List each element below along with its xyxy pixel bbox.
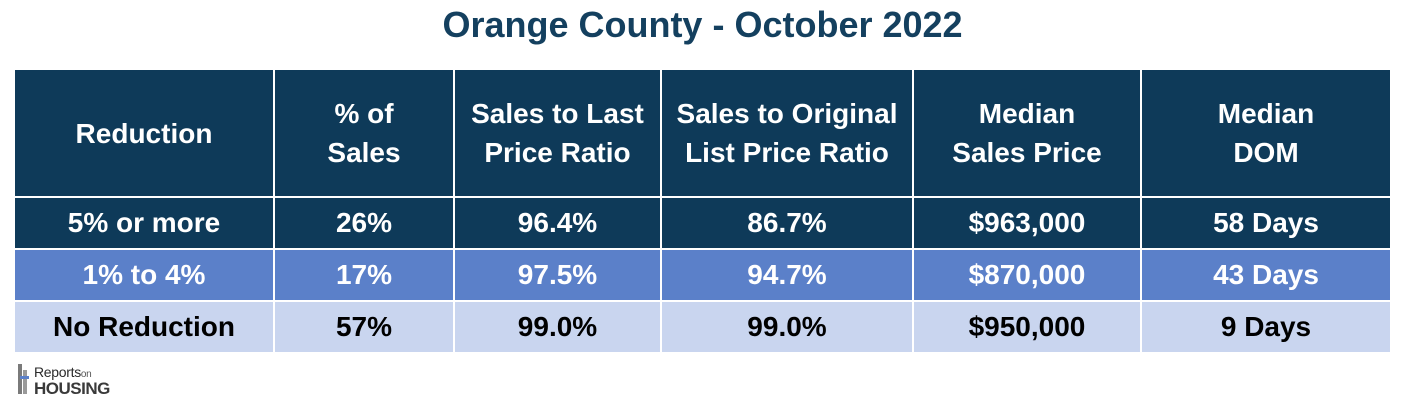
table-cell: 1% to 4% (13, 248, 275, 302)
logo-text-housing: HOUSING (34, 379, 110, 398)
column-header-median-sales-price: Median Sales Price (912, 68, 1142, 198)
column-header-sales-to-last-price-ratio: Sales to Last Price Ratio (453, 68, 662, 198)
table-cell: 97.5% (453, 248, 662, 302)
column-header-percent-of-sales: % of Sales (273, 68, 455, 198)
table-cell: 17% (273, 248, 455, 302)
logo-text-reports: Reportson (34, 364, 92, 380)
table-cell: 26% (273, 196, 455, 250)
table-cell: 57% (273, 300, 455, 354)
table-cell: 43 Days (1140, 248, 1392, 302)
logo-mark-icon (18, 364, 29, 394)
table-cell: 9 Days (1140, 300, 1392, 354)
data-table: Reduction % of Sales Sales to Last Price R… (13, 68, 1392, 354)
column-header-sales-to-original-list-price-ratio: Sales to Original List Price Ratio (660, 68, 914, 198)
header-row: Reduction % of Sales Sales to Last Price R… (13, 68, 1392, 198)
table-cell: 99.0% (453, 300, 662, 354)
table-cell: $963,000 (912, 196, 1142, 250)
table-cell: 96.4% (453, 196, 662, 250)
table-cell: $950,000 (912, 300, 1142, 354)
table-cell: 99.0% (660, 300, 914, 354)
table-row: 5% or more 26% 96.4% 86.7% $963,000 58 D… (13, 196, 1392, 250)
reports-on-housing-logo: Reportson HOUSING (18, 362, 128, 402)
column-header-median-dom: Median DOM (1140, 68, 1392, 198)
table-cell: 94.7% (660, 248, 914, 302)
table-cell: 86.7% (660, 196, 914, 250)
table-cell: $870,000 (912, 248, 1142, 302)
column-header-reduction: Reduction (13, 68, 275, 198)
table-cell: 58 Days (1140, 196, 1392, 250)
table-cell: No Reduction (13, 300, 275, 354)
table-row: No Reduction 57% 99.0% 99.0% $950,000 9 … (13, 300, 1392, 354)
table-cell: 5% or more (13, 196, 275, 250)
table-row: 1% to 4% 17% 97.5% 94.7% $870,000 43 Day… (13, 248, 1392, 302)
page-title: Orange County - October 2022 (442, 4, 963, 45)
